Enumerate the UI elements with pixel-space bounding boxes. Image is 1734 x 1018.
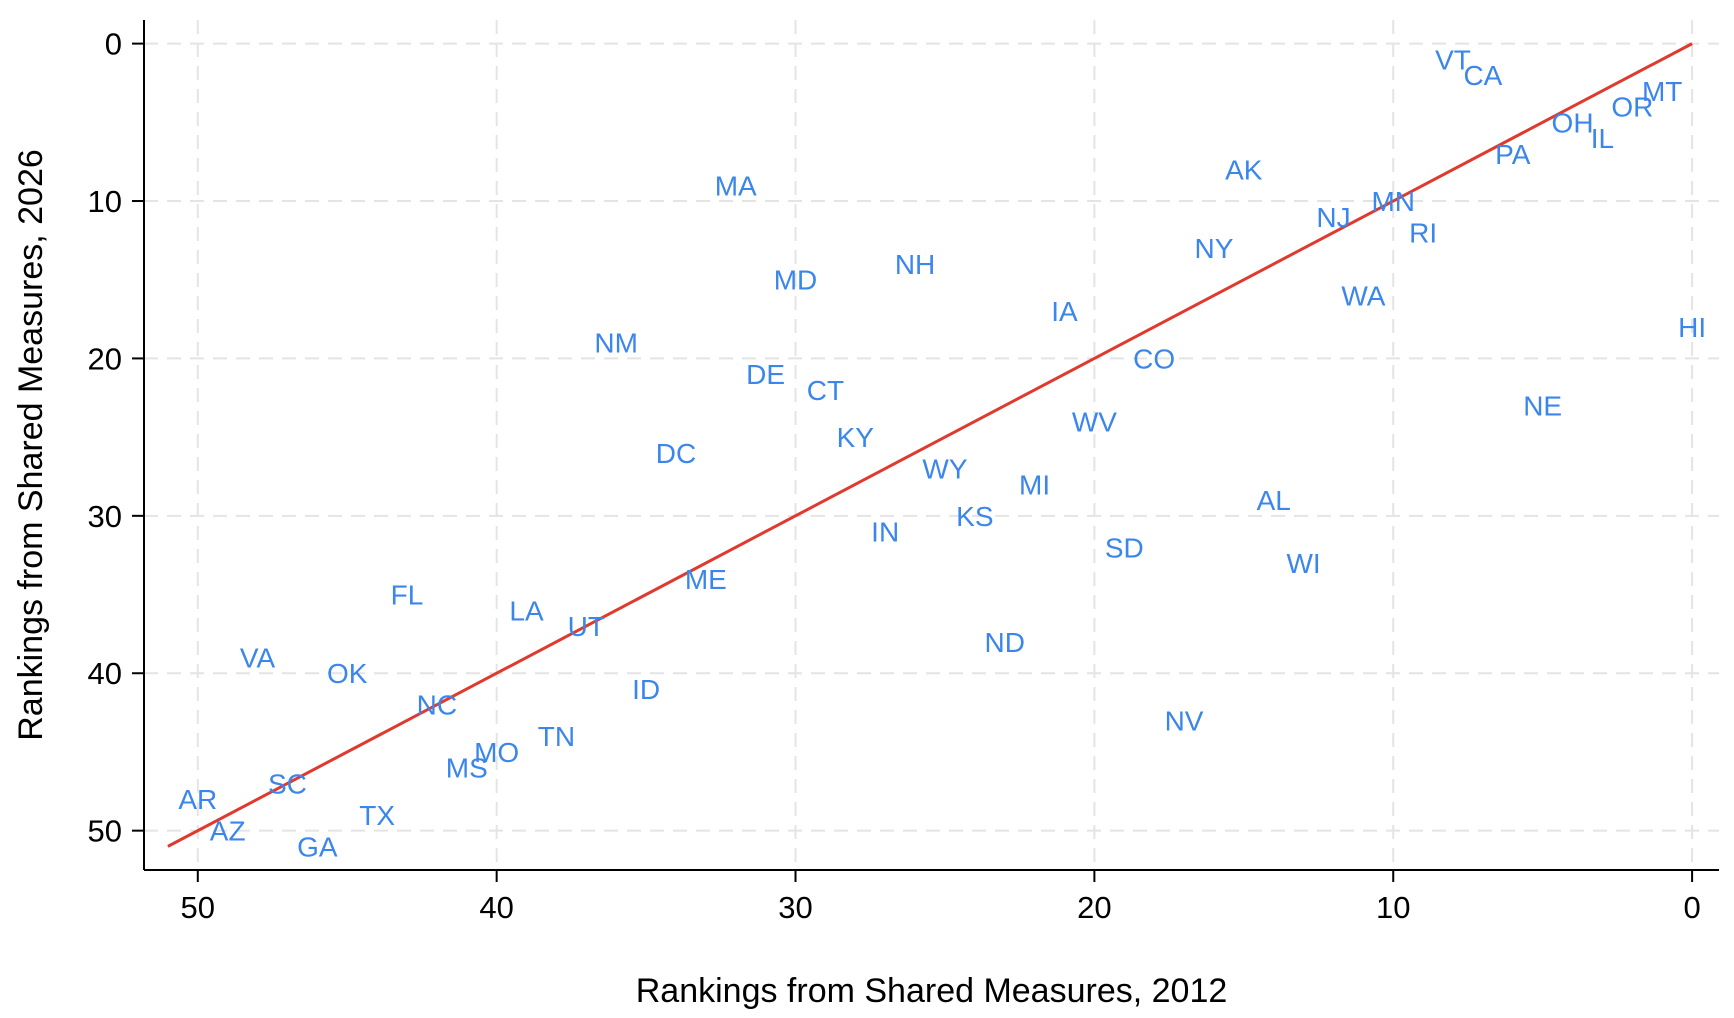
x-tick-label: 50	[181, 890, 215, 925]
y-axis-title: Rankings from Shared Measures, 2026	[12, 149, 50, 741]
x-tick-label: 0	[1683, 890, 1700, 925]
state-label-ky: KY	[837, 422, 875, 453]
state-label-co: CO	[1133, 343, 1175, 374]
state-label-md: MD	[774, 265, 818, 296]
state-label-mo: MO	[474, 737, 519, 768]
state-label-ny: NY	[1194, 233, 1233, 264]
state-label-ga: GA	[297, 831, 338, 862]
state-label-wy: WY	[922, 454, 967, 485]
state-label-me: ME	[685, 564, 727, 595]
state-label-dc: DC	[656, 438, 696, 469]
state-label-nh: NH	[895, 249, 935, 280]
state-label-de: DE	[746, 359, 785, 390]
x-tick-label: 30	[778, 890, 812, 925]
y-tick-label: 40	[88, 656, 122, 691]
state-label-nj: NJ	[1316, 202, 1350, 233]
state-label-nm: NM	[594, 328, 638, 359]
state-label-wa: WA	[1341, 280, 1385, 311]
y-tick-label: 30	[88, 499, 122, 534]
state-label-id: ID	[632, 674, 660, 705]
state-label-sc: SC	[268, 768, 307, 799]
x-tick-label: 10	[1376, 890, 1410, 925]
ticks: 50 40 30 20 10 0 0 10 20 30 40 50	[88, 27, 1701, 925]
fit-line	[167, 42, 1693, 848]
x-tick-label: 40	[479, 890, 513, 925]
state-label-tn: TN	[538, 721, 575, 752]
state-label-sd: SD	[1105, 532, 1144, 563]
grid-lines	[144, 20, 1719, 870]
state-label-ms: MS	[446, 753, 488, 784]
state-label-il: IL	[1591, 123, 1614, 154]
state-label-mn: MN	[1371, 186, 1415, 217]
state-label-ri: RI	[1409, 218, 1437, 249]
y-tick-label: 10	[88, 184, 122, 219]
state-label-wi: WI	[1286, 548, 1320, 579]
state-label-in: IN	[871, 517, 899, 548]
axes	[143, 20, 1719, 871]
state-label-vt: VT	[1435, 44, 1471, 75]
state-label-ne: NE	[1523, 391, 1562, 422]
state-label-fl: FL	[391, 580, 424, 611]
y-tick-label: 50	[88, 814, 122, 849]
state-label-ca: CA	[1463, 60, 1502, 91]
state-label-ak: AK	[1225, 155, 1263, 186]
y-tick-label: 0	[105, 27, 122, 62]
y-tick-label: 20	[88, 341, 122, 376]
state-label-ia: IA	[1051, 296, 1078, 327]
state-label-ma: MA	[715, 170, 757, 201]
x-axis-title: Rankings from Shared Measures, 2012	[636, 972, 1228, 1010]
state-label-al: AL	[1257, 485, 1291, 516]
state-label-mt: MT	[1642, 76, 1682, 107]
state-label-ks: KS	[956, 501, 993, 532]
state-label-mi: MI	[1019, 469, 1050, 500]
state-label-ut: UT	[568, 611, 605, 642]
state-label-ok: OK	[327, 658, 368, 689]
state-label-hi: HI	[1678, 312, 1706, 343]
state-label-az: AZ	[210, 816, 246, 847]
state-label-la: LA	[509, 595, 544, 626]
state-label-pa: PA	[1495, 139, 1531, 170]
state-label-nv: NV	[1165, 705, 1204, 736]
state-label-ar: AR	[178, 784, 217, 815]
state-label-tx: TX	[359, 800, 395, 831]
state-label-nc: NC	[417, 690, 457, 721]
state-label-oh: OH	[1552, 107, 1594, 138]
state-label-nd: ND	[984, 627, 1024, 658]
state-label-wv: WV	[1072, 406, 1117, 437]
x-tick-label: 20	[1077, 890, 1111, 925]
state-label-va: VA	[240, 643, 276, 674]
state-label-or: OR	[1611, 92, 1653, 123]
state-label-ct: CT	[807, 375, 844, 406]
